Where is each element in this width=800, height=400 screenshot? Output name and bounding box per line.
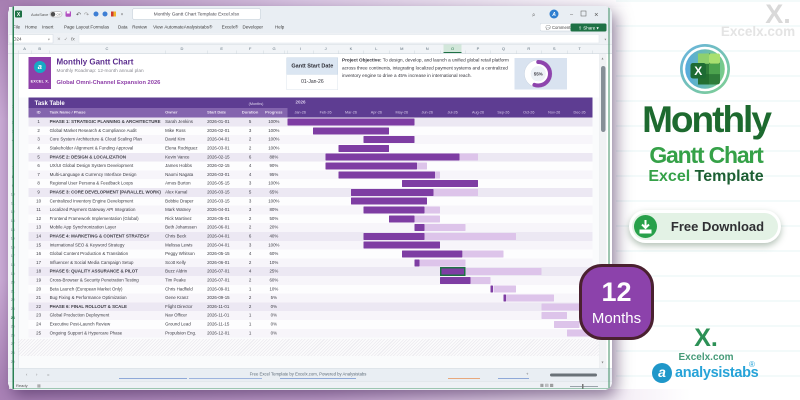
svg-text:▾: ▾ [121,12,123,17]
svg-text:A: A [551,12,556,18]
svg-text:▾: ▾ [605,38,607,42]
svg-text:X: X [694,64,702,78]
svg-text:✕: ✕ [594,13,599,19]
svg-text:fx: fx [71,37,75,43]
svg-text:↶: ↶ [76,12,81,19]
svg-text:⌕: ⌕ [532,13,535,19]
svg-text:–: – [570,12,574,18]
svg-text:X: X [17,12,21,18]
svg-text:55%: 55% [534,72,543,77]
svg-text:⇪ Share ▾: ⇪ Share ▾ [578,25,599,30]
svg-text:O24: O24 [13,37,22,42]
svg-text:Monthly Gantt Chart Template E: Monthly Gantt Chart Template Excel.xlsx [154,12,240,18]
svg-text:AutoSave: AutoSave [31,12,49,17]
svg-text:▾: ▾ [48,38,50,42]
svg-text:💬 Comments: 💬 Comments [545,25,572,30]
svg-text:↷: ↷ [84,12,89,19]
svg-text:✓: ✓ [64,37,68,42]
svg-text:✕: ✕ [57,37,61,42]
svg-text:Off: Off [57,13,61,17]
